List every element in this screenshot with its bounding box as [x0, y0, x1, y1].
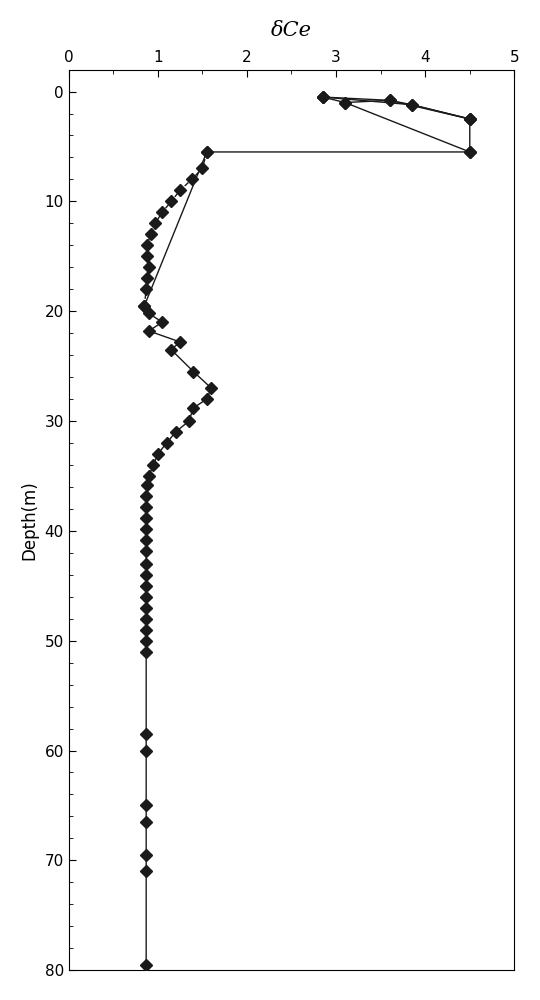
Y-axis label: Depth(m): Depth(m): [21, 480, 39, 560]
Title: δCe: δCe: [271, 21, 312, 40]
